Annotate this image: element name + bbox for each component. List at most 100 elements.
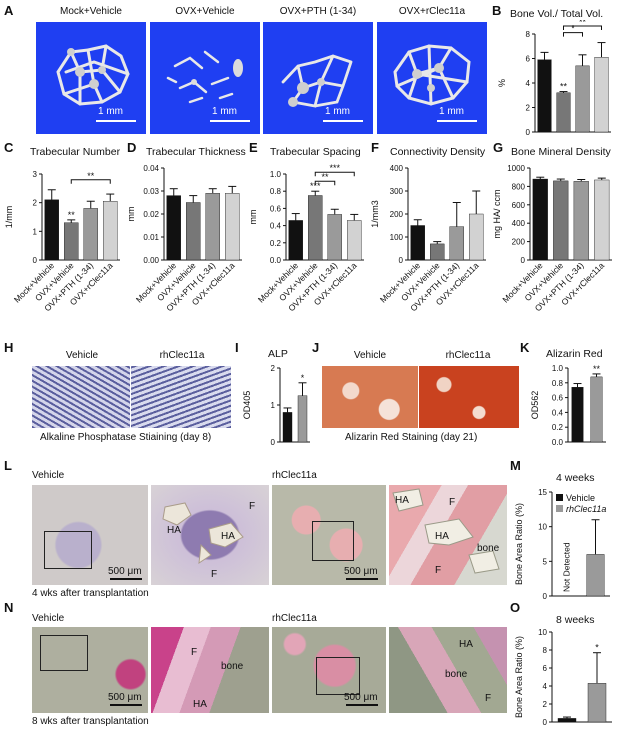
bar [166,195,181,261]
y-tick-label: 0 [271,438,276,447]
H-caption: Alkaline Phosphatase Stiaining (day 8) [40,432,212,443]
y-tick-label: 6 [543,664,548,673]
L-scale-2: 500 μm [344,566,378,577]
y-axis-label: % [497,79,507,87]
panel-label-N: N [4,600,14,615]
L-vehicle-label: Vehicle [32,470,65,481]
y-tick-label: 8 [526,30,531,39]
y-tick-label: 1 [33,227,38,236]
panel-label-M: M [510,458,521,473]
bar [553,180,569,261]
alizarin-stain-rhclec11a [419,366,519,428]
y-tick-label: 1000 [507,164,525,173]
y-tick-label: 2 [543,700,548,709]
y-tick-label: 800 [512,182,526,191]
N-treat-zoom: HA bone F [389,627,507,713]
panel-label-C: C [4,140,14,155]
bar [288,220,303,261]
ct-title-2: OVX+Vehicle [175,6,235,17]
bracket-label: ** [321,172,329,182]
bar [575,65,590,133]
bar [205,193,220,261]
y-tick-label: 3 [33,170,38,179]
panel-label-H: H [4,340,14,355]
y-tick-label: 0.03 [143,187,159,196]
y-tick-label: 0.00 [143,256,159,265]
chart-title-I: ALP [268,348,288,360]
y-tick-label: 0.4 [270,222,282,231]
L-mark-2: HA [221,531,235,542]
significance-bracket [563,32,583,37]
L-mark-8: bone [477,543,500,554]
N-mark-5: bone [445,669,468,680]
trabecular-mesh-dense [56,44,130,106]
y-tick-label: 0.01 [143,233,159,242]
ct-scale-4: 1 mm [439,106,464,117]
panel-label-D: D [127,140,137,155]
significance-bracket [314,180,336,186]
chart-D: 0.000.010.020.030.04mmMock+VehicleOVX+Ve… [126,164,242,313]
N-caption: 8 wks after transplantation [32,716,149,727]
alp-stain-rhclec11a [131,366,231,428]
panel-label-L: L [4,458,12,473]
significance-mark: ** [68,210,76,220]
y-tick-label: 1.0 [552,364,564,373]
L-mark-9: F [435,565,442,576]
L-mark-3: F [249,501,256,512]
N-mark-4: HA [459,639,473,650]
y-tick-label: 2 [271,364,276,373]
chart-title-O: 8 weeks [556,614,595,626]
N-treat-label: rhClec11a [272,613,317,624]
y-tick-label: 0.02 [143,210,159,219]
y-tick-label: 0.6 [270,204,282,213]
L-treat-overview [272,485,386,585]
bracket-label: * [571,24,575,34]
y-axis-label: 1/mm3 [370,200,380,228]
significance-bracket [563,25,602,30]
zoom-box [312,521,354,561]
panel-label-O: O [510,600,521,615]
bar [571,387,584,443]
bar [590,376,603,443]
bar [347,220,362,261]
chart-title-G: Bone Mineral Density [511,146,611,158]
panel-label-G: G [493,140,504,155]
panel-label-E: E [249,140,258,155]
bar [594,179,610,261]
y-axis-label: mm [248,210,258,225]
chart-M: 0 5 10 15 Bone Area Ratio (%) Not Detected Veh… [514,488,610,601]
y-axis-label: mg HA/ ccm [492,189,502,238]
bar [282,412,293,443]
y-axis-label: 1/mm [4,206,14,229]
significance-bracket [70,179,111,184]
bar [594,57,609,133]
y-axis-label: OD562 [530,391,540,420]
chart-title-F: Connectivity Density [390,146,486,158]
y-tick-label: 0 [526,128,531,137]
ct-title-1: Mock+Vehicle [60,6,122,17]
ct-scale-3: 1 mm [325,106,350,117]
bar [225,193,240,261]
significance-mark: ** [593,364,601,374]
ct-image-ovx-vehicle: 1 mm [150,22,260,134]
alizarin-stain-vehicle [322,366,418,428]
significance-bracket [314,171,355,177]
chart-E: 0.00.20.40.60.81.0mmMock+Vehicle***OVX+V… [248,163,364,313]
y-tick-label: 0.04 [143,164,159,173]
y-tick-label: 0 [543,718,548,727]
panel-label-J: J [312,340,320,355]
N-treat-overview [272,627,386,713]
legend-label: rhClec11a [566,504,606,514]
bar [556,92,571,133]
L-caption: 4 wks after transplantation [32,588,149,599]
bracket-label: ** [87,171,95,181]
bar [573,181,589,261]
y-axis-label: mm [126,207,136,222]
chart-title-M: 4 weeks [556,472,595,484]
bar [44,199,59,261]
ct-image-ovx-rclec11a: 1 mm [377,22,487,134]
L-treat-zoom: HA F HA bone F [389,485,507,585]
L-mark-7: HA [435,531,449,542]
y-tick-label: 0.2 [270,239,282,248]
